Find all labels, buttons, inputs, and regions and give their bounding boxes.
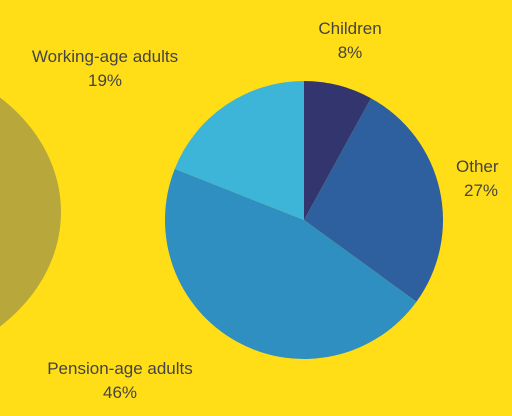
label-pension-age-adults: Pension-age adults 46% — [15, 357, 225, 405]
decorative-circle — [0, 97, 61, 327]
label-other: Other 27% — [440, 155, 510, 203]
pie-slice-other — [304, 98, 443, 302]
label-other-name: Other — [456, 157, 499, 176]
label-working-name: Working-age adults — [31, 47, 179, 66]
pie-slice-working-age-adults — [174, 81, 304, 220]
label-pension-name: Pension-age adults — [47, 359, 193, 378]
label-other-value: 27% — [464, 181, 499, 200]
pie-slice-pension-age-adults — [165, 168, 417, 359]
label-pension-value: 46% — [102, 383, 138, 402]
label-children-name: Children — [318, 19, 382, 38]
label-children-value: 8% — [337, 43, 363, 62]
label-children: Children 8% — [290, 17, 410, 65]
pie-slice-children — [304, 80, 371, 220]
label-working-value: 19% — [87, 71, 123, 90]
label-working-age-adults: Working-age adults 19% — [0, 45, 210, 93]
